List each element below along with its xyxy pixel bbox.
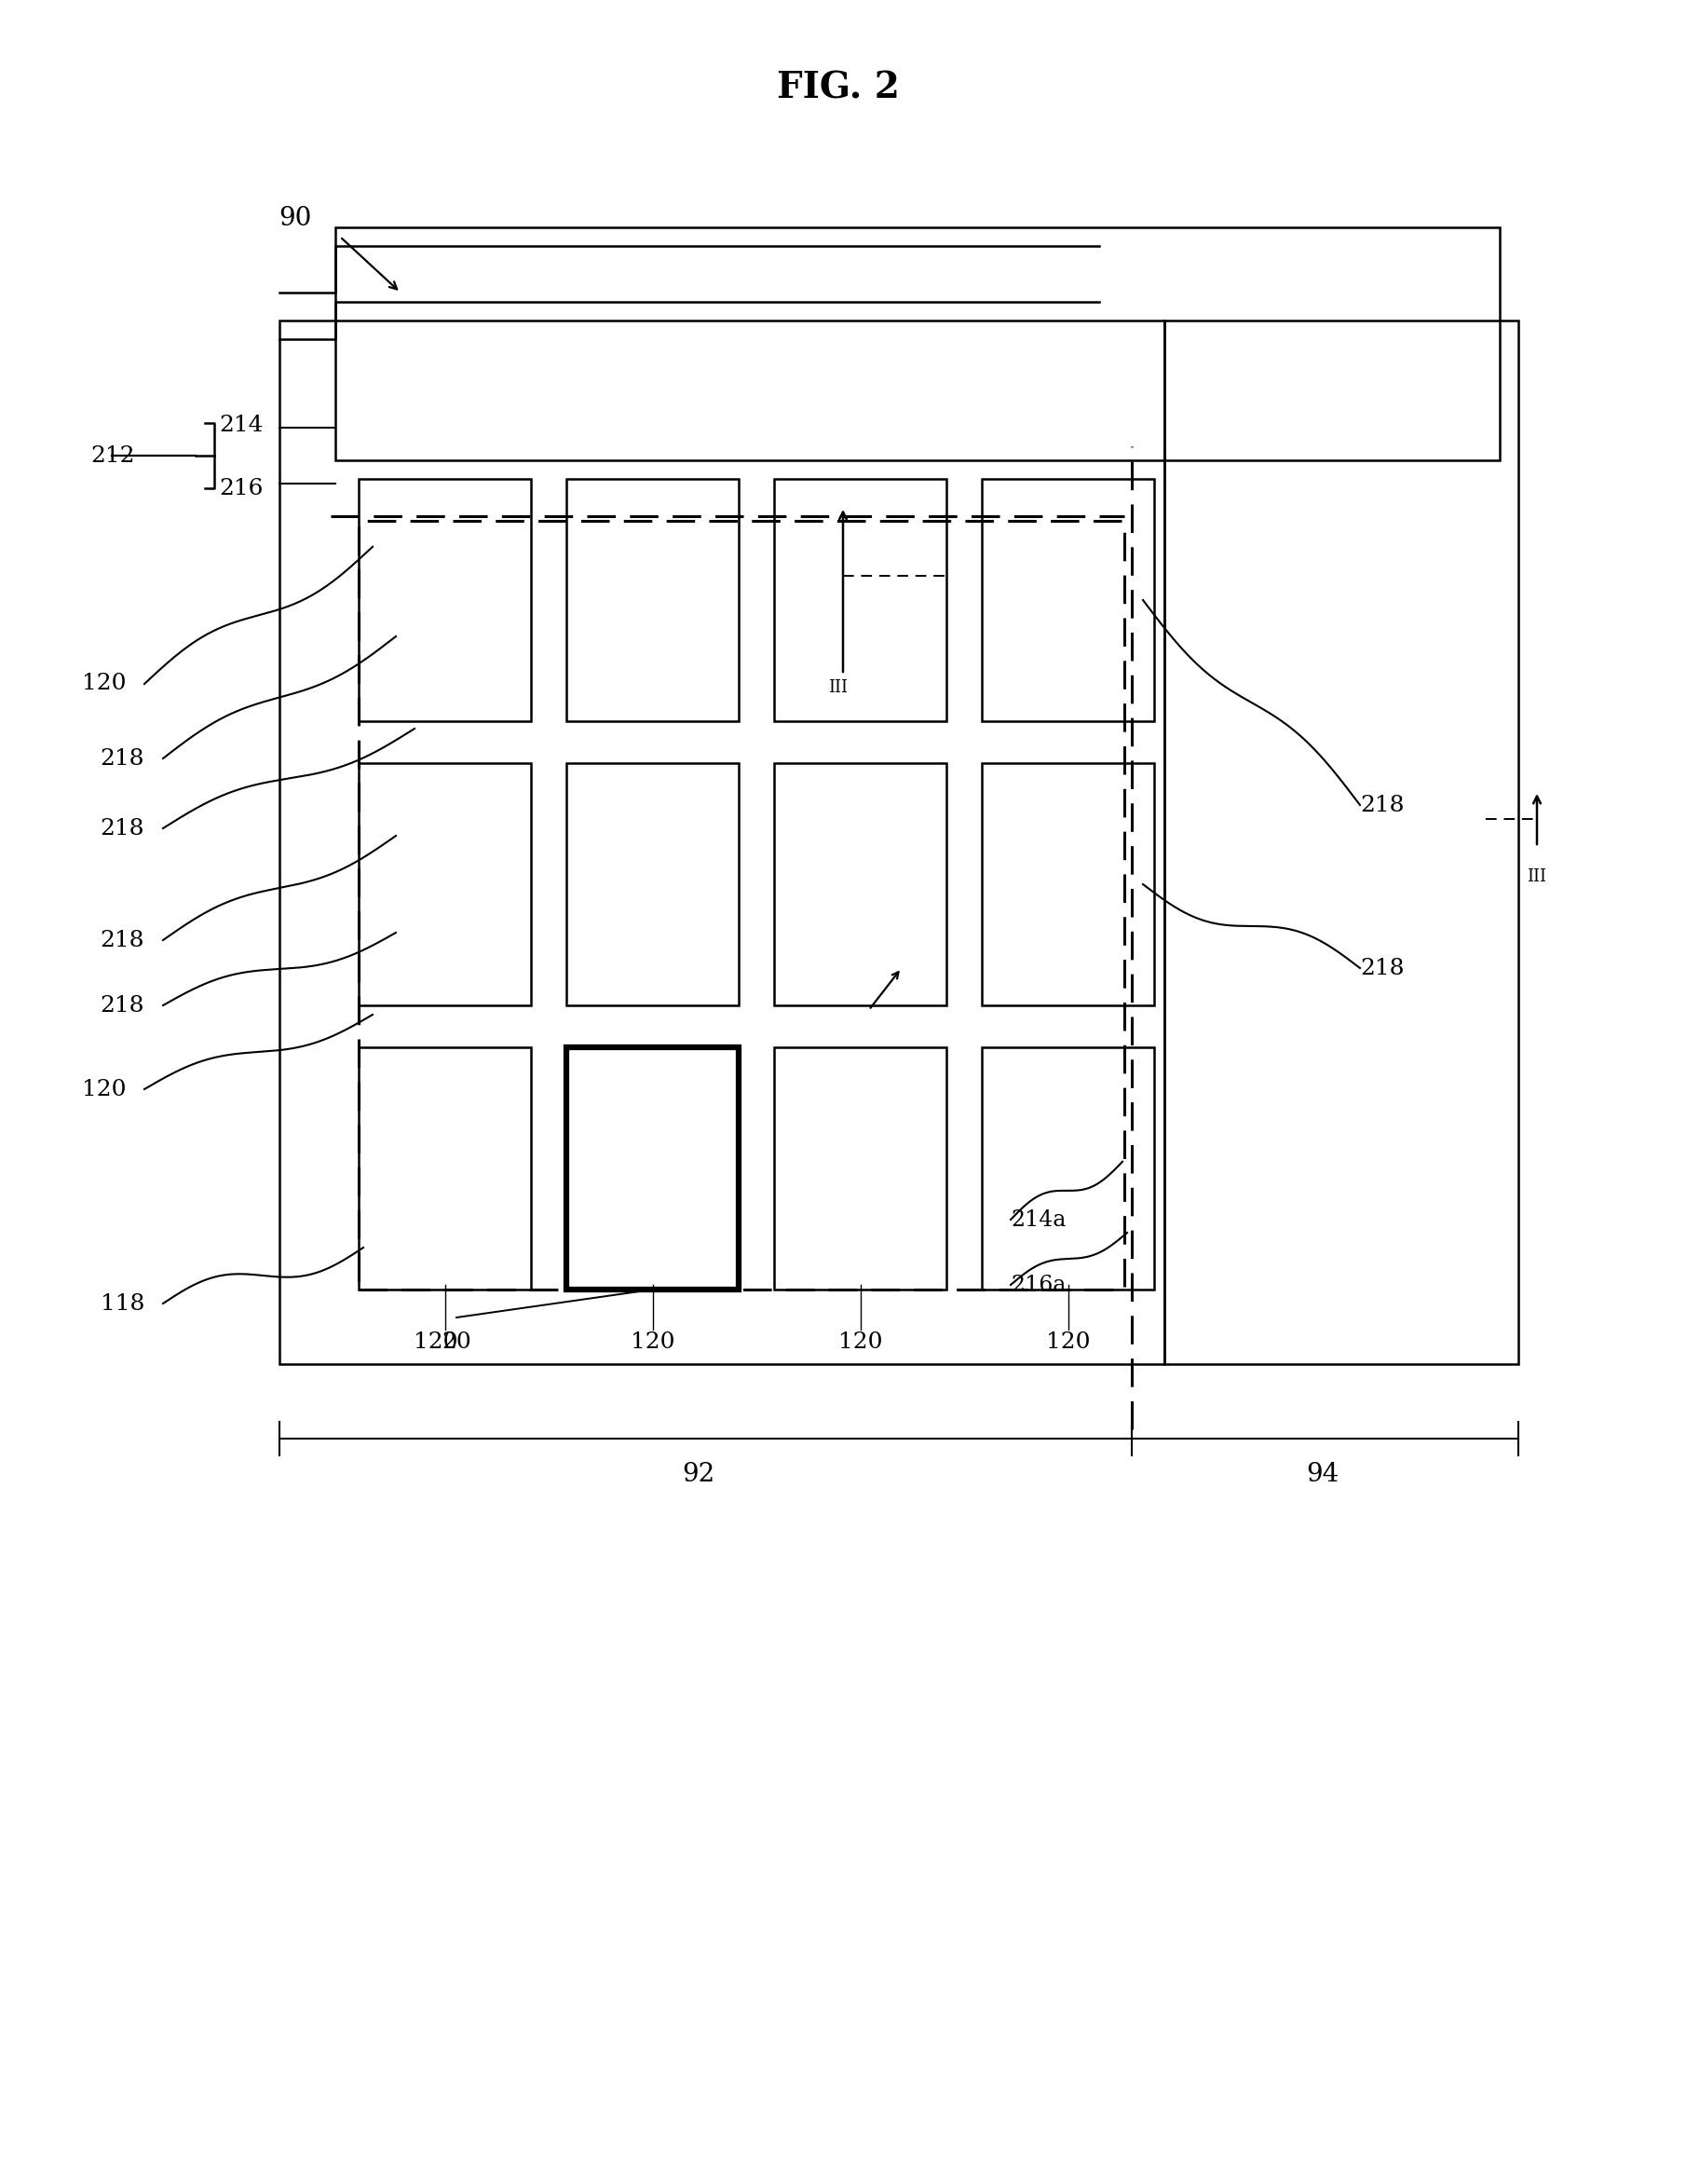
Text: III: III [1528,869,1546,885]
Text: 120: 120 [413,1332,457,1352]
Text: 214: 214 [219,415,263,435]
Bar [981,762,1155,1005]
Text: 218: 218 [1361,795,1404,817]
Text: 94: 94 [1307,1461,1339,1487]
Text: 212: 212 [91,446,135,467]
Bar [981,478,1155,721]
Text: 20: 20 [442,1332,470,1352]
Bar [280,321,1165,1365]
Text: 218: 218 [99,994,145,1016]
Text: 118: 118 [99,1293,145,1315]
Bar [774,478,946,721]
Text: 218: 218 [99,817,145,839]
Bar [566,478,738,721]
Text: 90: 90 [280,205,312,232]
Bar [566,1048,738,1289]
Text: 214a: 214a [1010,1210,1066,1230]
Bar [359,478,531,721]
Text: 218: 218 [99,747,145,769]
Bar [1165,321,1519,1365]
Text: 218: 218 [99,930,145,950]
Text: 120: 120 [81,1079,126,1101]
Text: 120: 120 [1045,1332,1091,1352]
Text: FIG. 2: FIG. 2 [777,70,900,105]
Bar [359,1048,531,1289]
Text: III: III [828,679,848,697]
Bar [981,1048,1155,1289]
Text: 120: 120 [81,673,126,695]
Text: 216a: 216a [1010,1273,1066,1295]
Bar [774,762,946,1005]
Text: 218: 218 [1361,957,1404,978]
Text: 216: 216 [219,478,263,498]
Text: 120: 120 [631,1332,674,1352]
Bar [566,1048,738,1289]
Bar [774,1048,946,1289]
Bar [336,227,1501,461]
Text: 120: 120 [838,1332,882,1352]
Bar [566,762,738,1005]
Text: 92: 92 [683,1461,715,1487]
Bar [359,762,531,1005]
